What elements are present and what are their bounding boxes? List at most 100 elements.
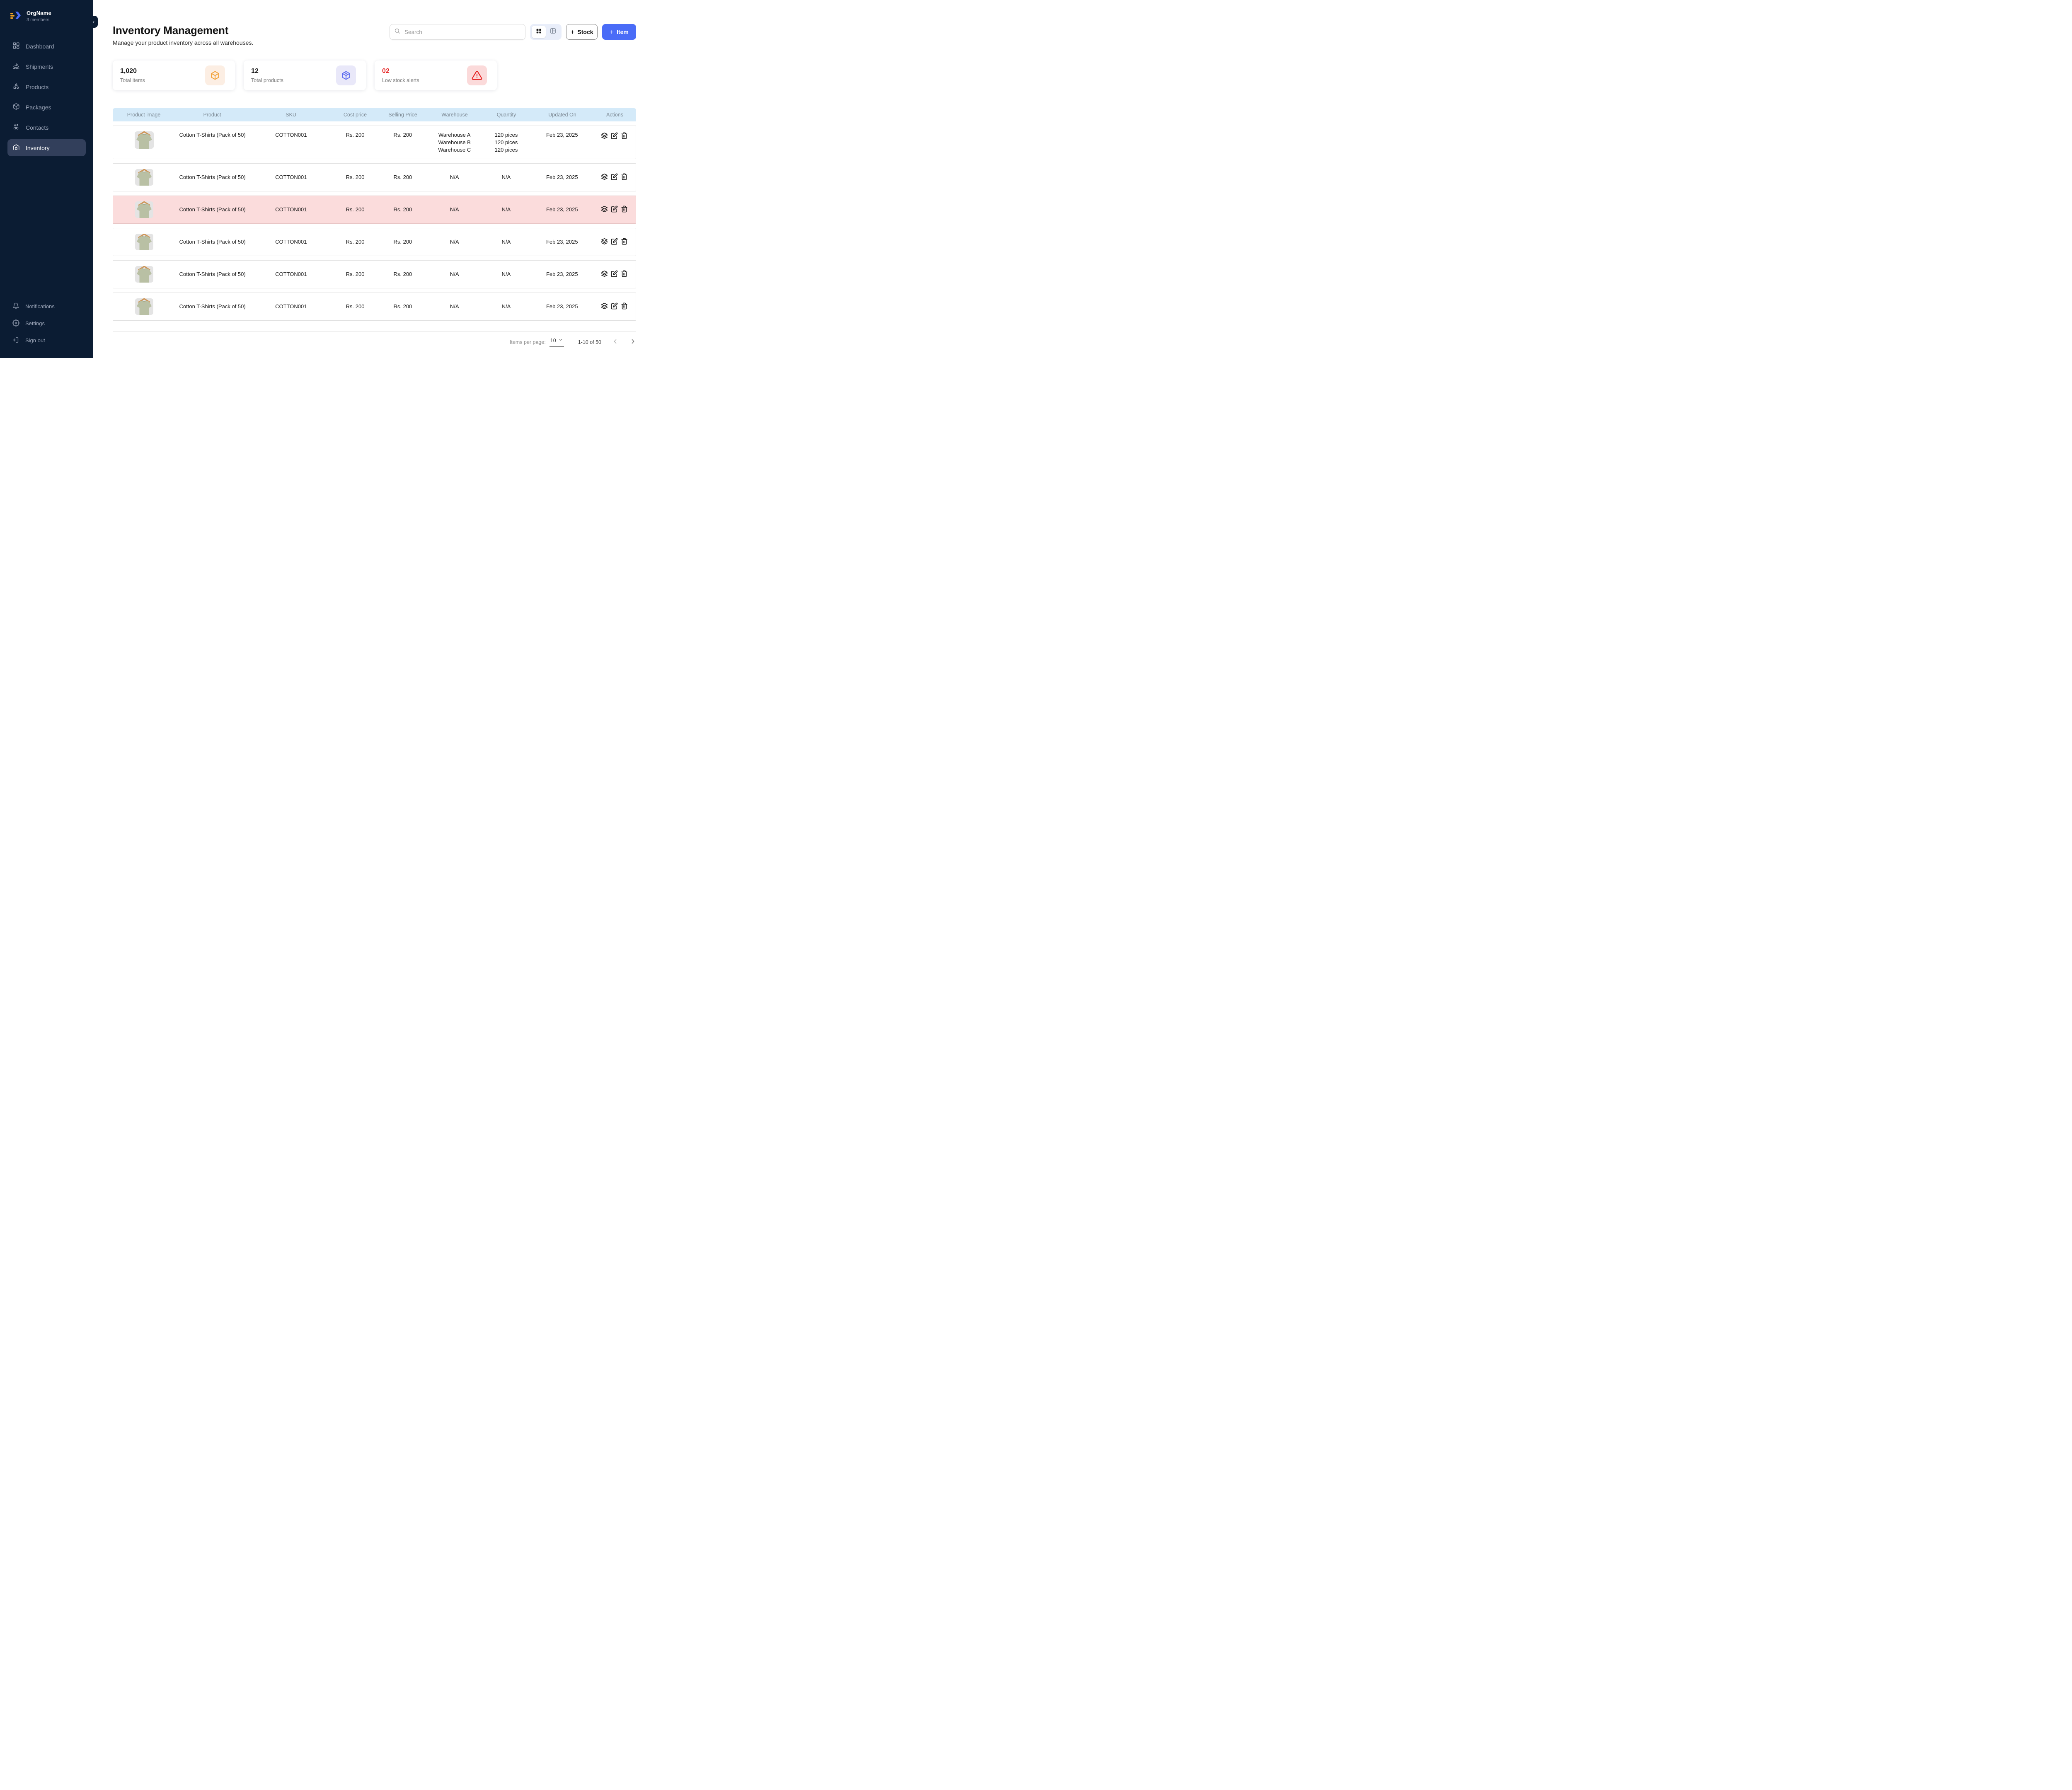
plus-icon: +	[610, 28, 614, 36]
edit-button[interactable]	[611, 132, 618, 140]
table-row: Cotton T-Shirts (Pack of 50) COTTON001 R…	[113, 293, 636, 321]
row-actions	[593, 131, 636, 140]
quantity-list: N/A	[501, 174, 511, 180]
product-name: Cotton T-Shirts (Pack of 50)	[179, 132, 246, 138]
delete-button[interactable]	[621, 173, 628, 181]
layers-icon	[601, 238, 608, 246]
stat-label: Low stock alerts	[382, 77, 419, 83]
sidebar-item-label: Inventory	[26, 144, 50, 151]
column-header: Product	[203, 112, 221, 118]
updated-on: Feb 23, 2025	[546, 239, 578, 245]
trash-icon	[621, 302, 628, 311]
delete-button[interactable]	[621, 206, 628, 214]
product-image	[134, 131, 154, 149]
add-stock-button[interactable]: + Stock	[566, 24, 598, 40]
stat-label: Total items	[120, 77, 145, 83]
stock-layers-button[interactable]	[601, 206, 608, 214]
product-image	[135, 298, 153, 315]
sidebar-item-sign-out[interactable]: Sign out	[7, 334, 86, 347]
cost-price: Rs. 200	[346, 303, 365, 310]
column-header: SKU	[286, 112, 296, 118]
table-row: Cotton T-Shirts (Pack of 50) COTTON001 R…	[113, 163, 636, 191]
sidebar-item-notifications[interactable]: Notifications	[7, 300, 86, 313]
sidebar-footer-nav: Notifications Settings Sign out	[0, 300, 93, 347]
selling-price: Rs. 200	[393, 206, 412, 213]
stock-layers-button[interactable]	[601, 173, 608, 181]
view-toggle	[530, 24, 562, 40]
selling-price: Rs. 200	[393, 239, 412, 245]
quantity-list: N/A	[501, 271, 511, 277]
edit-button[interactable]	[611, 173, 618, 181]
sidebar-item-label: Dashboard	[26, 43, 54, 50]
table-header: Product image Product SKU Cost price Sel…	[113, 108, 636, 121]
edit-button[interactable]	[611, 206, 618, 214]
delete-button[interactable]	[621, 302, 628, 311]
layers-icon	[601, 132, 608, 140]
row-actions	[593, 238, 636, 246]
delete-button[interactable]	[621, 238, 628, 246]
stat-cards: 1,020 Total items 12 Total products	[113, 60, 636, 90]
bell-icon	[12, 302, 19, 311]
sidebar-item-contacts[interactable]: Contacts	[7, 119, 86, 136]
product-sku: COTTON001	[275, 206, 307, 213]
chevron-right-icon	[629, 338, 636, 346]
edit-button[interactable]	[611, 270, 618, 278]
table-view-button[interactable]	[546, 26, 560, 38]
search-input[interactable]	[404, 28, 521, 36]
pagination-range: 1-10 of 50	[578, 339, 601, 345]
layers-icon	[601, 302, 608, 311]
column-header: Product image	[127, 112, 161, 118]
quantity-list: 120 pices 120 pices 120 pices	[494, 132, 518, 153]
delete-button[interactable]	[621, 132, 628, 140]
grid-view-button[interactable]	[532, 26, 546, 38]
product-sku: COTTON001	[275, 174, 307, 180]
stat-card-low-stock: 02 Low stock alerts	[375, 60, 497, 90]
updated-on: Feb 23, 2025	[546, 271, 578, 277]
plus-icon: +	[570, 28, 575, 36]
product-image	[135, 234, 153, 250]
ship-icon	[12, 62, 20, 71]
grid-view-icon	[535, 28, 542, 36]
edit-button[interactable]	[611, 238, 618, 246]
column-header: Cost price	[343, 112, 367, 118]
table-row: Cotton T-Shirts (Pack of 50) COTTON001 R…	[113, 228, 636, 256]
sidebar-item-packages[interactable]: Packages	[7, 99, 86, 116]
product-image	[135, 169, 153, 186]
items-per-page-select[interactable]: 10	[549, 337, 564, 347]
sign-out-icon	[12, 336, 19, 345]
row-actions	[593, 206, 636, 214]
product-image	[135, 266, 153, 283]
stock-layers-button[interactable]	[601, 302, 608, 311]
warehouse-icon	[12, 143, 20, 152]
warehouse-list: N/A	[450, 271, 459, 277]
stock-layers-button[interactable]	[601, 132, 608, 140]
add-item-button[interactable]: + Item	[602, 24, 636, 40]
warehouse-list: N/A	[450, 239, 459, 245]
contacts-icon	[12, 123, 20, 132]
sidebar-item-shipments[interactable]: Shipments	[7, 58, 86, 75]
trash-icon	[621, 132, 628, 140]
quantity-list: N/A	[501, 303, 511, 310]
page-header: Inventory Management Manage your product…	[113, 24, 636, 46]
package-icon	[12, 103, 20, 111]
edit-icon	[611, 206, 618, 214]
edit-button[interactable]	[611, 302, 618, 311]
delete-button[interactable]	[621, 270, 628, 278]
sidebar-item-label: Shipments	[26, 63, 53, 70]
sidebar-item-settings[interactable]: Settings	[7, 317, 86, 330]
layers-icon	[601, 270, 608, 278]
selling-price: Rs. 200	[393, 132, 412, 138]
product-name: Cotton T-Shirts (Pack of 50)	[179, 239, 246, 245]
stock-layers-button[interactable]	[601, 270, 608, 278]
stock-layers-button[interactable]	[601, 238, 608, 246]
sidebar-collapse-button[interactable]: ‹	[90, 16, 98, 28]
sidebar-item-dashboard[interactable]: Dashboard	[7, 38, 86, 55]
warehouse-list: Warehouse A Warehouse B Warehouse C	[438, 132, 471, 153]
table-row: Cotton T-Shirts (Pack of 50) COTTON001 R…	[113, 196, 636, 224]
next-page-button[interactable]	[629, 338, 636, 346]
gear-icon	[12, 319, 19, 328]
sidebar-item-inventory[interactable]: Inventory	[7, 139, 86, 156]
sidebar-item-products[interactable]: Products	[7, 78, 86, 95]
quantity-list: N/A	[501, 206, 511, 213]
previous-page-button[interactable]	[612, 338, 619, 346]
